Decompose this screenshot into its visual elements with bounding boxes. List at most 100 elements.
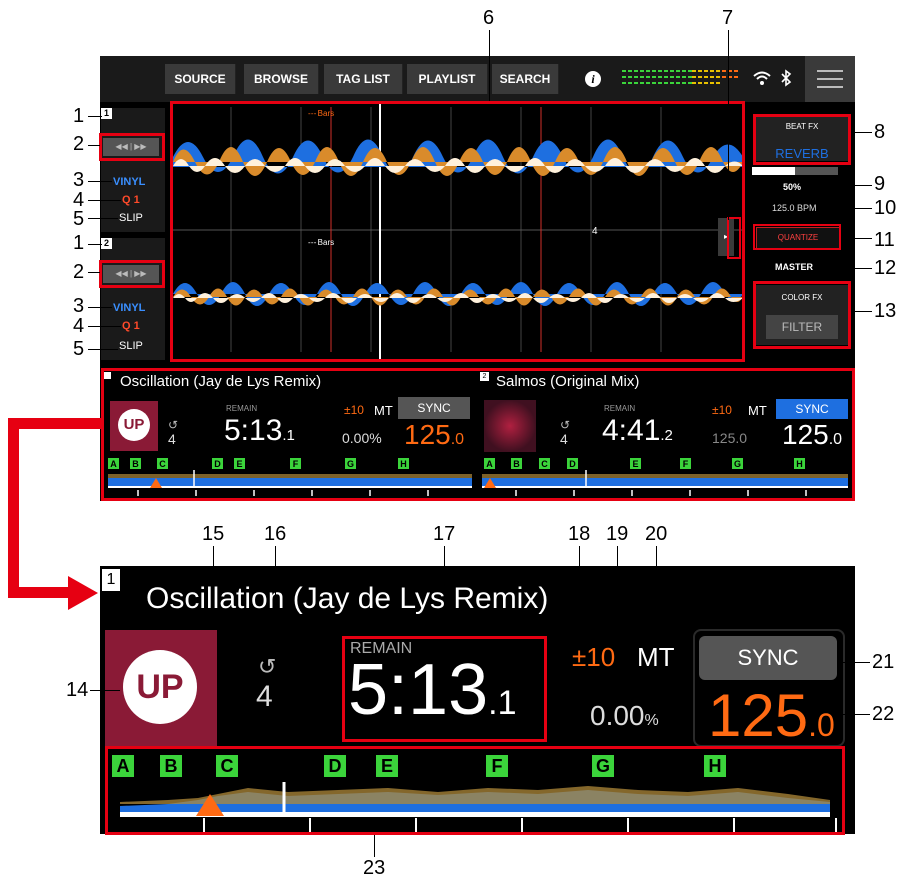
deck1-waveform (173, 139, 743, 176)
deck1-vinyl[interactable]: VINYL (113, 176, 146, 188)
zoom-hotcue-c[interactable]: C (216, 755, 238, 777)
deck2-hotcue-e[interactable]: E (630, 458, 641, 469)
zoom-hotcue-g[interactable]: G (592, 755, 614, 777)
master-label[interactable]: MASTER (775, 262, 813, 272)
highlight-overview (105, 746, 845, 835)
callout-13: 13 (874, 300, 897, 322)
browse-button[interactable]: BROWSE (244, 64, 319, 94)
zoom-hotcue-f[interactable]: F (486, 755, 508, 777)
zoom-sync-button[interactable]: SYNC (699, 636, 837, 680)
callout-11: 11 (874, 229, 895, 251)
zoom-deck-number: 1 (102, 569, 120, 591)
deck1-hotcue-e[interactable]: E (234, 458, 245, 469)
zoom-tempo-range[interactable]: ±10 (572, 642, 616, 672)
deck2-hotcue-c[interactable]: C (539, 458, 550, 469)
color-fx-label: COLOR FX (781, 293, 823, 302)
deck1-sync-button[interactable]: SYNC (398, 397, 470, 419)
tag-list-button[interactable]: TAG LIST (324, 64, 403, 94)
search-button[interactable]: SEARCH (492, 64, 559, 94)
deck2-tempo-range[interactable]: ±10 (712, 403, 732, 417)
callout-5a: 5 (73, 208, 85, 230)
fx-level-bar[interactable] (752, 167, 838, 175)
deck2-skip-buttons[interactable]: ◀◀ | ▶▶ (103, 265, 159, 283)
source-button[interactable]: SOURCE (165, 64, 236, 94)
highlight-color-fx (753, 281, 851, 349)
callout-6: 6 (483, 7, 495, 29)
beat-fx-label: BEAT FX (785, 122, 819, 131)
deck2-master-tempo[interactable]: MT (748, 403, 767, 418)
deck2-overview-waveform[interactable] (482, 456, 848, 496)
deck1-hotcue-b[interactable]: B (130, 458, 141, 469)
deck1-hotcue-g[interactable]: G (345, 458, 356, 469)
deck2-hotcue-d[interactable]: D (567, 458, 578, 469)
callout-9: 9 (874, 173, 886, 195)
beat-fx-panel[interactable] (756, 114, 848, 161)
deck1-track-title: Oscillation (Jay de Lys Remix) (120, 373, 322, 390)
deck2-bpm: 125.0 (782, 419, 843, 450)
callout-4b: 4 (73, 315, 85, 337)
callout-2a: 2 (73, 133, 85, 155)
zoom-artwork: UP (105, 630, 217, 748)
deck2-loop-icon: ↺ (560, 418, 571, 432)
callout-19: 19 (606, 523, 629, 545)
deck2-hotcue-f[interactable]: F (680, 458, 691, 469)
deck1-skip-buttons[interactable]: ◀◀ | ▶▶ (103, 138, 159, 156)
waveform-display[interactable] (173, 102, 743, 360)
deck1-master-tempo[interactable]: MT (374, 403, 393, 418)
zoom-time-display: 5:13.1 (348, 650, 517, 730)
callout-23: 23 (363, 857, 386, 879)
callout-5b: 5 (73, 338, 85, 360)
deck1-number: 1 (101, 108, 112, 119)
callout-4a: 4 (73, 189, 85, 211)
menu-button[interactable] (805, 56, 855, 102)
deck1-hotcue-f[interactable]: F (290, 458, 301, 469)
color-fx-name[interactable]: FILTER (766, 315, 838, 339)
zoom-hotcue-e[interactable]: E (376, 755, 398, 777)
deck2-hotcue-b[interactable]: B (511, 458, 522, 469)
zoom-tempo-value: 0.00% (590, 700, 659, 731)
zoom-master-tempo[interactable]: MT (637, 642, 675, 672)
deck2-time: 4:41.2 (602, 414, 673, 447)
panel-toggle-tab[interactable]: ▸ (718, 218, 734, 256)
fx-bpm-value: 125.0 BPM (772, 203, 817, 213)
deck1-tempo-range[interactable]: ±10 (344, 403, 364, 417)
deck2-sync-button[interactable]: SYNC (776, 399, 848, 419)
deck1-bpm: 125.0 (404, 419, 465, 450)
fx-level-value: 50% (783, 182, 802, 192)
deck2-slip[interactable]: SLIP (119, 340, 143, 352)
deck2-waveform (173, 282, 743, 306)
zoom-hotcue-d[interactable]: D (324, 755, 346, 777)
deck2-hotcue-h[interactable]: H (794, 458, 805, 469)
deck2-loop-beats: 4 (560, 431, 568, 447)
deck1-slip[interactable]: SLIP (119, 212, 143, 224)
arrow-horizontal-top (8, 418, 104, 429)
deck1-hotcue-d[interactable]: D (212, 458, 223, 469)
zoom-hotcue-b[interactable]: B (160, 755, 182, 777)
zoom-hotcue-a[interactable]: A (112, 755, 134, 777)
deck2-vinyl[interactable]: VINYL (113, 302, 146, 314)
deck1-bars-text: Bars (317, 109, 335, 118)
playlist-button[interactable]: PLAYLIST (407, 64, 488, 94)
callout-12: 12 (874, 257, 897, 279)
deck1-hotcue-h[interactable]: H (398, 458, 409, 469)
deck2-number: 2 (101, 238, 112, 249)
deck2-hotcue-g[interactable]: G (732, 458, 743, 469)
deck2-hotcue-a[interactable]: A (484, 458, 495, 469)
info-icon[interactable]: i (585, 71, 601, 87)
zoom-loop-beats: 4 (256, 680, 273, 713)
deck1-hotcue-a[interactable]: A (108, 458, 119, 469)
callout-3a: 3 (73, 169, 85, 191)
deck1-loop-icon: ↺ (168, 418, 179, 432)
callout-3b: 3 (73, 295, 85, 317)
deck1-tempo-value: 0.00% (342, 430, 382, 446)
deck1-artwork: UP (110, 401, 158, 451)
deck1-hotcue-c[interactable]: C (157, 458, 168, 469)
deck1-quantize-beat[interactable]: Q 1 (122, 194, 140, 206)
deck2-side-panel (101, 238, 165, 360)
deck1-time: 5:13.1 (224, 414, 295, 447)
callout-2b: 2 (73, 261, 85, 283)
deck1-card-number (104, 372, 111, 379)
deck2-quantize-beat[interactable]: Q 1 (122, 320, 140, 332)
zoom-bpm-display: 125.0 (708, 682, 835, 749)
zoom-hotcue-h[interactable]: H (704, 755, 726, 777)
